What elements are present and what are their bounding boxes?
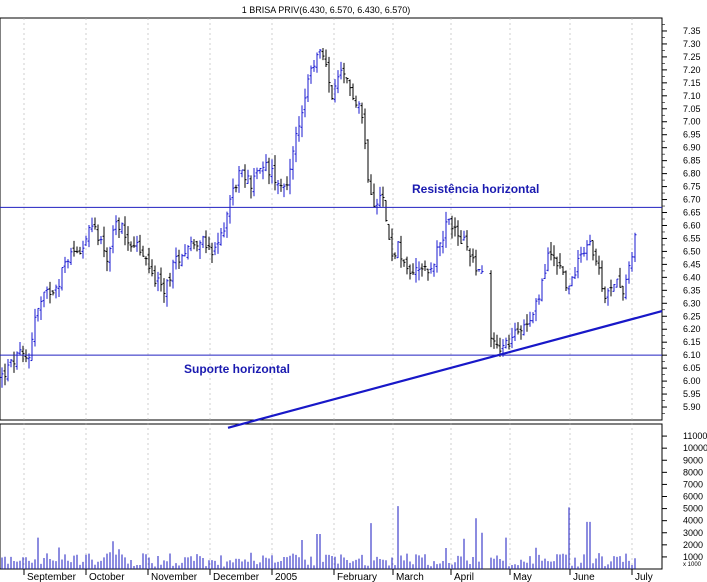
- volume-unit-label: x 1000: [683, 562, 702, 568]
- price-tick-label: 6.60: [683, 220, 701, 230]
- price-axis: 7.35 7.30 7.25 7.20 7.15 7.10 7.05 7.00 6.95 6.90…: [662, 24, 701, 414]
- volume-axis: 11000 10000 9000 8000 7000 6000 5000 4000 3000 20…: [662, 431, 707, 562]
- month-label: May: [513, 572, 532, 582]
- price-tick-label: 6.90: [683, 143, 701, 153]
- month-label: December: [213, 572, 260, 582]
- price-tick-label: 6.85: [683, 156, 701, 166]
- price-tick-label: 6.10: [683, 350, 701, 360]
- volume-bars: [1, 506, 636, 569]
- support-label: Suporte horizontal: [184, 362, 290, 376]
- month-label: September: [27, 572, 77, 582]
- volume-tick-label: 6000: [683, 492, 703, 502]
- price-tick-label: 6.05: [683, 363, 701, 373]
- resistance-label: Resistência horizontal: [412, 182, 539, 196]
- month-label: June: [573, 572, 595, 582]
- month-label: February: [337, 572, 377, 582]
- volume-tick-label: 9000: [683, 455, 703, 465]
- price-tick-label: 6.95: [683, 130, 701, 140]
- price-tick-label: 6.55: [683, 233, 701, 243]
- price-tick-label: 7.00: [683, 117, 701, 127]
- volume-tick-label: 5000: [683, 504, 703, 514]
- price-bars: [0, 48, 637, 388]
- price-tick-label: 6.50: [683, 246, 701, 256]
- month-label: July: [635, 572, 653, 582]
- volume-tick-label: 4000: [683, 516, 703, 526]
- price-tick-label: 6.25: [683, 311, 701, 321]
- price-tick-label: 6.35: [683, 285, 701, 295]
- price-tick-label: 7.20: [683, 65, 701, 75]
- volume-tick-label: 7000: [683, 479, 703, 489]
- chart-title: 1 BRISA PRIV(6.430, 6.570, 6.430, 6.570): [242, 5, 411, 15]
- volume-tick-label: 1000: [683, 552, 703, 562]
- price-tick-label: 6.65: [683, 208, 701, 218]
- price-tick-label: 6.70: [683, 195, 701, 205]
- vertical-grid: [23, 18, 633, 569]
- price-tick-label: 6.45: [683, 259, 701, 269]
- price-tick-label: 7.30: [683, 39, 701, 49]
- volume-tick-label: 8000: [683, 467, 703, 477]
- month-label: November: [151, 572, 198, 582]
- volume-tick-label: 3000: [683, 528, 703, 538]
- price-tick-label: 5.90: [683, 402, 701, 412]
- price-tick-label: 7.35: [683, 26, 701, 36]
- price-tick-label: 7.25: [683, 52, 701, 62]
- price-tick-label: 7.15: [683, 78, 701, 88]
- price-tick-label: 6.15: [683, 337, 701, 347]
- price-tick-label: 6.00: [683, 376, 701, 386]
- month-label: October: [89, 572, 125, 582]
- volume-tick-label: 11000: [683, 431, 707, 441]
- price-tick-label: 6.40: [683, 272, 701, 282]
- price-tick-label: 5.95: [683, 389, 701, 399]
- month-label: 2005: [275, 572, 298, 582]
- rising-trendline: [227, 310, 663, 429]
- volume-tick-label: 2000: [683, 540, 703, 550]
- month-label: April: [454, 572, 474, 582]
- month-label: March: [396, 572, 424, 582]
- volume-tick-label: 10000: [683, 443, 707, 453]
- price-tick-label: 6.30: [683, 298, 701, 308]
- price-tick-label: 6.20: [683, 324, 701, 334]
- price-tick-label: 6.80: [683, 169, 701, 179]
- month-axis: September October November December 2005 Febr…: [23, 569, 653, 582]
- price-tick-label: 6.75: [683, 182, 701, 192]
- price-tick-label: 7.10: [683, 91, 701, 101]
- price-tick-label: 7.05: [683, 104, 701, 114]
